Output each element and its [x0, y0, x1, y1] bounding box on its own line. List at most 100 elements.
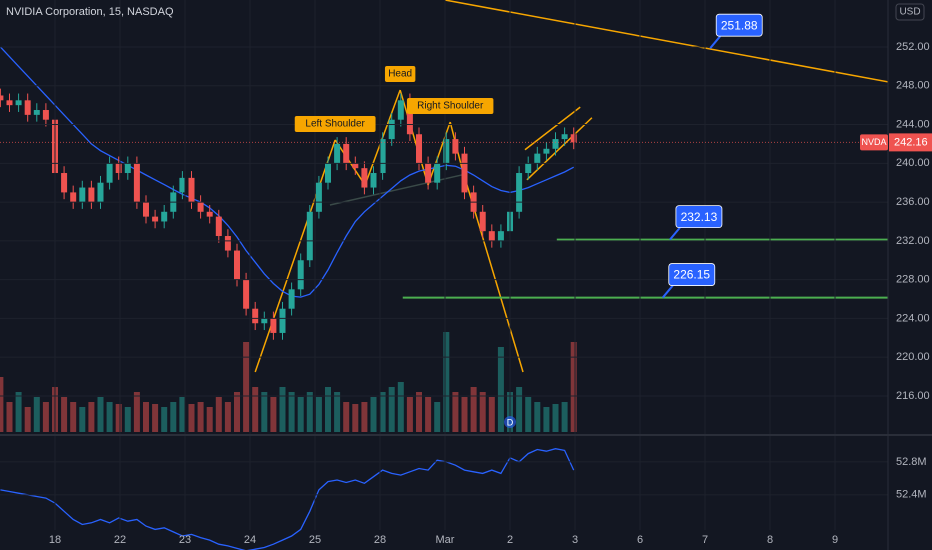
- candle-body: [306, 211, 313, 261]
- currency-box: [895, 3, 925, 21]
- volume-bar: [106, 402, 113, 432]
- volume-bar: [15, 392, 22, 432]
- volume-bar: [416, 392, 423, 432]
- price-axis-bg: [888, 0, 932, 550]
- volume-bar: [497, 347, 504, 432]
- candle-body: [379, 139, 386, 174]
- symbol-label: NVDA: [861, 137, 886, 147]
- candle-body: [288, 289, 295, 309]
- volume-bar: [388, 387, 395, 432]
- x-tick-label: 9: [832, 534, 838, 546]
- candle-body: [79, 187, 86, 203]
- pattern-label-box: [407, 98, 494, 115]
- candle-body: [233, 250, 240, 280]
- candle-body: [188, 177, 195, 203]
- volume-bar: [379, 392, 386, 432]
- callout-label: 226.15: [673, 268, 710, 282]
- volume-bar: [434, 402, 441, 432]
- candle-body: [434, 163, 441, 183]
- callout-box: [675, 205, 723, 229]
- volume-bar: [170, 402, 177, 432]
- volume-bar: [42, 402, 49, 432]
- x-tick-label: 3: [572, 534, 578, 546]
- callout-label: 251.88: [721, 18, 758, 32]
- x-tick-label: 18: [49, 534, 61, 546]
- candle-body: [279, 308, 286, 333]
- callout-box: [715, 13, 763, 37]
- trend-line: [444, 0, 888, 83]
- y-tick-label: 248.00: [896, 80, 930, 92]
- candle-body: [6, 100, 13, 106]
- dividend-label: D: [507, 417, 514, 427]
- pattern-label-box: [384, 66, 416, 83]
- callout-pointer: [669, 226, 681, 241]
- y-tick-label: 232.00: [896, 235, 930, 247]
- candle-body: [370, 173, 377, 188]
- volume-bar: [161, 407, 168, 432]
- y-tick-label: 240.00: [896, 157, 930, 169]
- candle-body: [252, 308, 259, 324]
- x-tick-label: Mar: [436, 534, 455, 546]
- candle-body: [343, 143, 350, 164]
- volume-bar: [525, 397, 532, 432]
- candle-body: [61, 173, 68, 193]
- candle-body: [33, 110, 40, 115]
- callout-pointer: [709, 35, 721, 49]
- volume-bar: [306, 392, 313, 432]
- volume-bar: [252, 387, 259, 432]
- volume-bar: [261, 392, 268, 432]
- candle-body: [88, 187, 95, 203]
- volume-bar: [352, 404, 359, 432]
- volume-bar: [452, 392, 459, 432]
- volume-bar: [516, 387, 523, 432]
- pattern-label-box: [294, 115, 376, 132]
- currency-label: USD: [899, 7, 920, 18]
- volume-bar: [570, 342, 577, 432]
- candle-body: [215, 216, 222, 237]
- candle-body: [406, 100, 413, 135]
- y-tick-label: 216.00: [896, 390, 930, 402]
- callout-label: 232.13: [681, 210, 718, 224]
- volume-bar: [0, 377, 4, 432]
- volume-bar: [124, 407, 131, 432]
- volume-bar: [188, 404, 195, 432]
- chart-title: NVIDIA Corporation, 15, NASDAQ: [6, 6, 174, 18]
- volume-bar: [561, 402, 568, 432]
- y2-tick-label: 52.8M: [896, 456, 927, 468]
- x-tick-label: 23: [179, 534, 191, 546]
- volume-bar: [397, 382, 404, 432]
- volume-bar: [97, 397, 104, 432]
- candle-body: [479, 211, 486, 232]
- volume-bar: [233, 392, 240, 432]
- volume-bar: [470, 387, 477, 432]
- candle-body: [124, 163, 131, 174]
- y-tick-label: 252.00: [896, 41, 930, 53]
- candle-body: [570, 134, 577, 143]
- volume-bar: [370, 397, 377, 432]
- volume-bar: [70, 402, 77, 432]
- candle-body: [179, 177, 186, 193]
- trend-line: [526, 117, 593, 181]
- x-tick-label: 8: [767, 534, 773, 546]
- volume-bar: [152, 404, 159, 432]
- volume-bar: [279, 387, 286, 432]
- x-tick-label: 24: [244, 534, 256, 546]
- candle-body: [42, 110, 49, 120]
- volume-bar: [361, 402, 368, 432]
- volume-bar: [461, 397, 468, 432]
- volume-bar: [334, 392, 341, 432]
- volume-bar: [206, 407, 213, 432]
- x-tick-label: 6: [637, 534, 643, 546]
- moving-average: [0, 46, 575, 298]
- volume-bar: [133, 392, 140, 432]
- candle-body: [488, 231, 495, 241]
- trend-line: [334, 139, 366, 186]
- candle-body: [534, 153, 541, 164]
- volume-bar: [24, 407, 31, 432]
- x-tick-label: 2: [507, 534, 513, 546]
- volume-bar: [443, 332, 450, 432]
- symbol-tag: [860, 134, 888, 151]
- candle-body: [206, 211, 213, 217]
- pattern-label: Head: [388, 69, 412, 80]
- indicator-line: [0, 448, 575, 550]
